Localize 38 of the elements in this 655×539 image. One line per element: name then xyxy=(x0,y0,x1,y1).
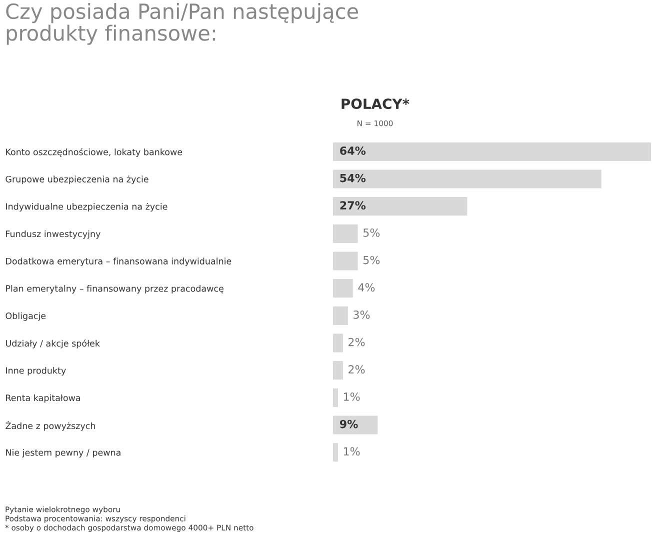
chart-subtitle: POLACY* xyxy=(342,98,410,110)
data-label: 1% xyxy=(344,447,360,456)
y-tick-label: Nie jestem pewny / pewna xyxy=(6,449,120,458)
bar xyxy=(333,416,378,434)
bar xyxy=(333,197,468,216)
bar xyxy=(333,252,358,270)
data-label: 54% xyxy=(340,174,366,182)
bar xyxy=(333,334,343,352)
y-tick-label: Konto oszczędnościowe, lokaty bankowe xyxy=(6,148,182,157)
bar xyxy=(333,306,348,325)
data-label: 3% xyxy=(354,310,370,319)
bar xyxy=(333,443,338,462)
bar xyxy=(333,142,651,161)
y-tick-label: Żadne z powyższych xyxy=(6,421,95,431)
data-label: 2% xyxy=(348,365,365,374)
y-tick-label: Dodatkowa emerytura – finansowana indywidualnie xyxy=(6,258,232,266)
bar xyxy=(333,279,353,298)
data-label: 27% xyxy=(340,201,366,210)
data-label: 4% xyxy=(358,283,375,292)
chart-title: Czy posiada Pani/Pan następujące produkty finansowe: xyxy=(6,3,358,45)
bar xyxy=(333,361,343,380)
data-label: 9% xyxy=(340,420,358,428)
data-label: 2% xyxy=(348,338,365,346)
y-tick-label: Renta kapitałowa xyxy=(6,394,80,403)
y-tick-label: Obligacje xyxy=(6,312,46,321)
y-tick-label: Grupowe ubezpieczenia na życie xyxy=(6,176,148,184)
y-tick-label: Plan emerytalny – finansowany przez pracodawcę xyxy=(6,285,224,294)
data-label: 5% xyxy=(363,228,380,237)
bar xyxy=(333,170,602,188)
y-tick-label: Fundusz inwestycyjny xyxy=(6,230,100,239)
data-label: 1% xyxy=(344,392,360,401)
y-tick-label: Indywidualne ubezpieczenia na życie xyxy=(6,203,168,212)
bar xyxy=(333,388,338,407)
bar xyxy=(333,224,358,243)
y-tick-label: Udziały / akcje spółek xyxy=(6,340,100,348)
data-label: 5% xyxy=(363,256,380,264)
y-tick-label: Inne produkty xyxy=(6,367,66,376)
data-label: 64% xyxy=(340,146,366,155)
